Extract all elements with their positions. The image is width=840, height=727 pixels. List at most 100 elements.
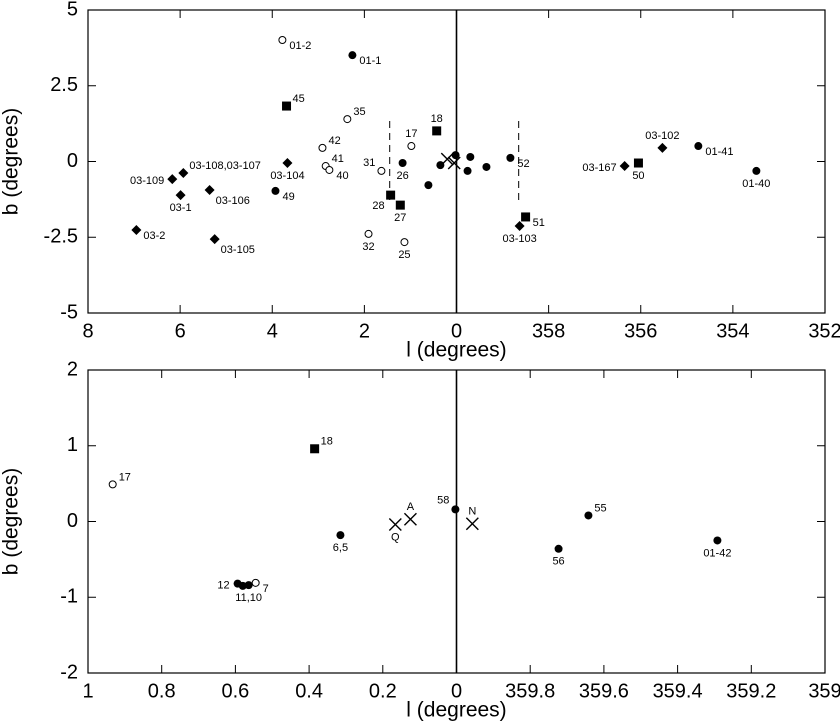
point [554, 544, 563, 553]
point [178, 168, 189, 179]
point-label: 17 [405, 128, 417, 140]
point [447, 156, 461, 170]
x-tick-label: 0.2 [369, 680, 397, 702]
point [514, 221, 525, 232]
point [209, 234, 220, 245]
y-tick-label: 0 [67, 150, 78, 172]
point [466, 152, 475, 161]
point-label: 56 [552, 556, 564, 568]
point [424, 181, 433, 190]
point-label: A [407, 501, 415, 513]
point-label: 51 [533, 217, 545, 229]
point [506, 153, 515, 162]
x-tick-label: 8 [82, 320, 93, 342]
y-axis-label: b (degrees) [0, 108, 23, 215]
x-tick-label: 6 [175, 320, 186, 342]
point [167, 174, 178, 185]
point-label: 03-1 [170, 202, 192, 214]
point-label: 03-167 [582, 162, 616, 174]
point [238, 581, 247, 590]
point-label: 27 [394, 212, 406, 224]
point-label: 50 [632, 170, 644, 182]
point [694, 142, 703, 151]
point-label: 18 [431, 113, 443, 125]
point-label: 52 [517, 158, 529, 170]
y-tick-label: -2.5 [44, 226, 78, 248]
x-axis-label: l (degrees) [406, 699, 506, 722]
point-label: 03-104 [270, 170, 304, 182]
x-tick-label: 1 [82, 680, 93, 702]
point [713, 536, 722, 545]
point [343, 115, 352, 124]
point-label: 28 [372, 200, 384, 212]
x-tick-label: 0.4 [295, 680, 323, 702]
y-tick-label: -2 [60, 661, 78, 683]
x-tick-label: 358 [532, 320, 565, 342]
x-tick-label: 359.4 [653, 680, 703, 702]
point-label: 26 [396, 170, 408, 182]
point-label: 12 [217, 580, 229, 592]
point-label: 58 [437, 494, 449, 506]
x-tick-label: 359.8 [505, 680, 555, 702]
point-label: 42 [328, 135, 340, 147]
y-axis-label: b (degrees) [0, 468, 23, 575]
y-tick-label: 5 [67, 0, 78, 20]
point-label: 03-109 [130, 175, 164, 187]
point [251, 578, 260, 587]
point [521, 212, 531, 222]
point-label: 35 [353, 106, 365, 118]
x-tick-label: 356 [624, 320, 657, 342]
point-label: 03-105 [221, 244, 255, 256]
y-tick-label: 2 [67, 358, 78, 380]
x-tick-label: 2 [359, 320, 370, 342]
point [175, 190, 186, 201]
x-tick-label: 0.8 [148, 680, 176, 702]
point-label: 01-40 [742, 178, 770, 190]
point [465, 517, 479, 531]
point-label: 40 [336, 170, 348, 182]
point [633, 158, 643, 168]
point [364, 229, 373, 238]
point [108, 480, 117, 489]
point-label: N [468, 506, 476, 518]
point [388, 518, 402, 532]
point [310, 444, 320, 454]
point-label: 03-2 [143, 230, 165, 242]
x-axis-label: l (degrees) [406, 339, 506, 362]
point [451, 505, 460, 514]
point-label: 03-102 [645, 130, 679, 142]
point [752, 166, 761, 175]
point-label: 01-41 [705, 146, 733, 158]
point [325, 165, 334, 174]
point [657, 142, 668, 153]
y-tick-label: -5 [60, 301, 78, 323]
point-label: 01-42 [703, 547, 731, 559]
point [336, 531, 345, 540]
point-label: 01-2 [289, 40, 311, 52]
point [131, 224, 142, 235]
point [278, 35, 287, 44]
point-label: Q [391, 531, 400, 543]
point-label: 25 [398, 249, 410, 261]
point-label: 49 [282, 191, 294, 203]
point-label: 01-1 [359, 55, 381, 67]
point-label: 11,10 [235, 592, 262, 604]
y-tick-label: 0 [67, 510, 78, 532]
point [398, 159, 407, 168]
point [432, 126, 442, 136]
point [318, 143, 327, 152]
point [407, 142, 416, 151]
point [451, 151, 460, 160]
point [271, 186, 280, 195]
point [244, 581, 253, 590]
x-tick-label: 0 [451, 680, 462, 702]
x-tick-label: 354 [716, 320, 749, 342]
point-label: 31 [363, 157, 375, 169]
point-label: 45 [293, 93, 305, 105]
point [204, 184, 215, 195]
point [584, 511, 593, 520]
point-label: 55 [594, 502, 606, 514]
point [463, 166, 472, 175]
y-tick-label: -1 [60, 586, 78, 608]
